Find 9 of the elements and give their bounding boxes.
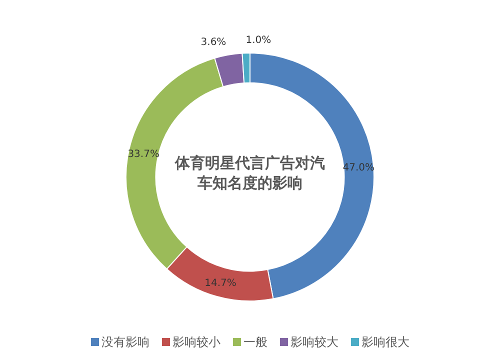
data-label: 1.0% [246,35,272,46]
text: 体育明星代言广告对汽车知名度的影响 [175,153,325,193]
legend-label: 没有影响 [102,335,150,349]
data-label: 3.6% [200,37,226,48]
legend-label: 一般 [244,335,268,349]
legend-label: 影响很大 [362,335,410,349]
legend-label: 影响较大 [290,335,338,349]
data-label: 14.7% [204,278,236,290]
legend-label: 影响较小 [172,335,220,349]
